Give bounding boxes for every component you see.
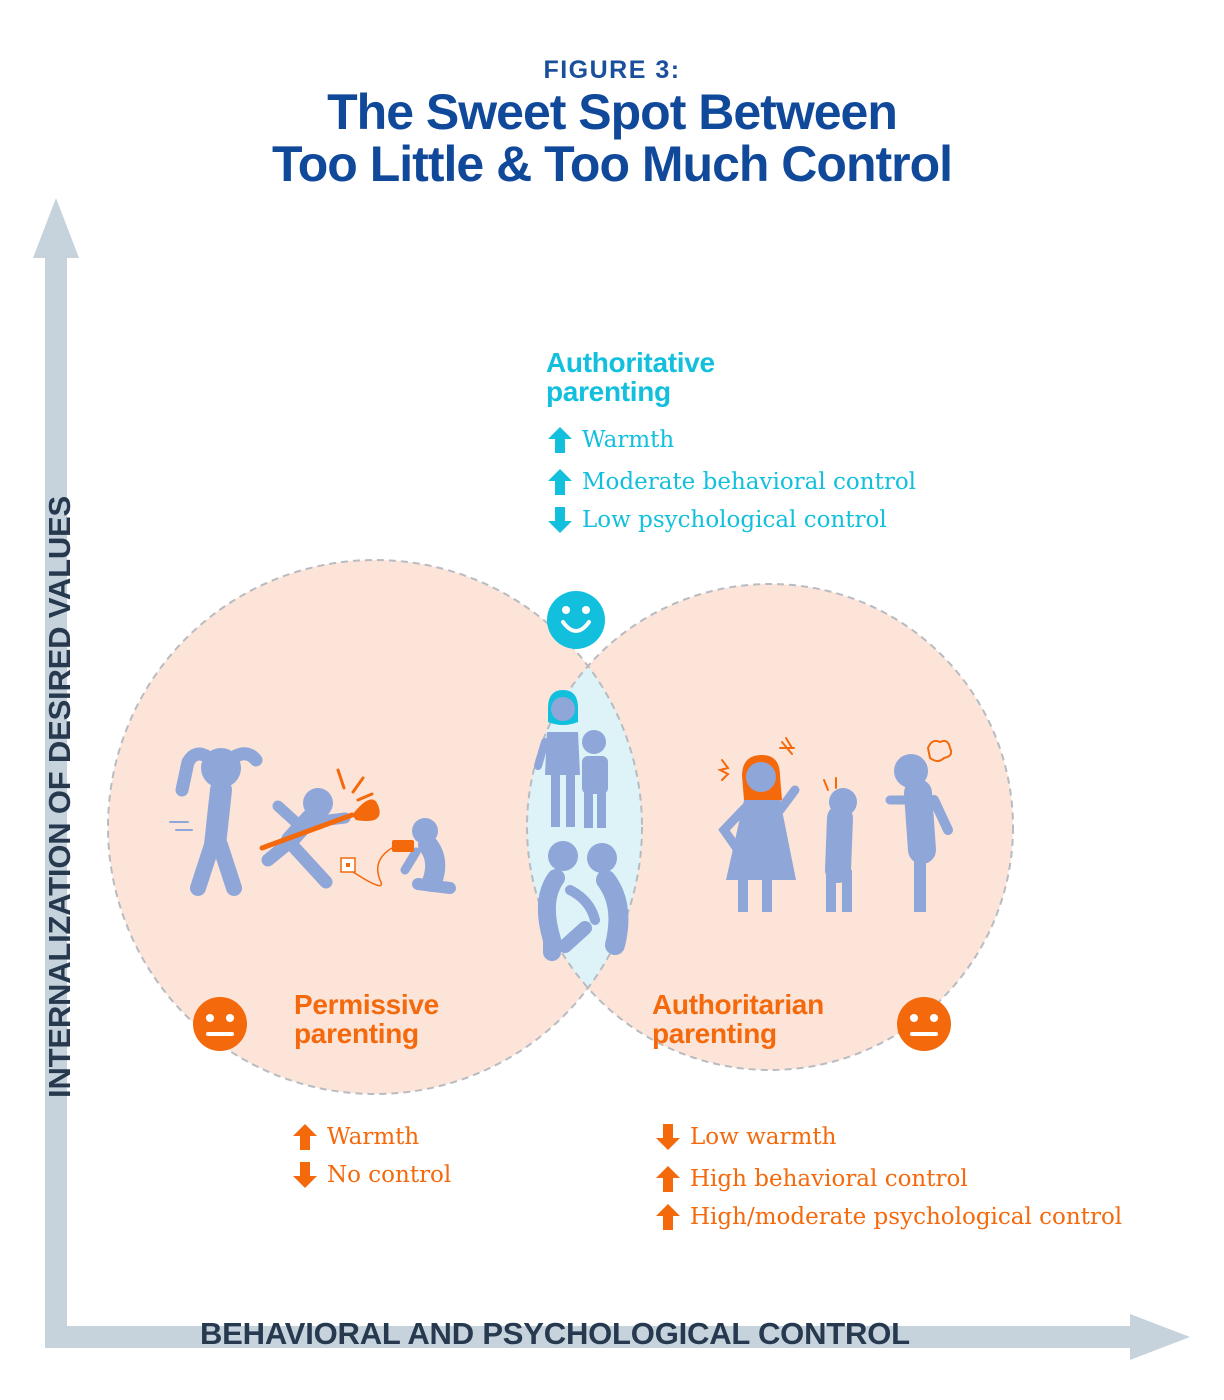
y-axis-line xyxy=(45,245,67,1348)
permissive-circle-outline xyxy=(107,559,643,1095)
permissive-heading-line-1: Permissive xyxy=(294,989,439,1020)
authoritarian-item-label: Low warmth xyxy=(690,1124,837,1150)
figure-title: The Sweet Spot Between Too Little & Too … xyxy=(0,86,1224,190)
authoritarian-heading-line-2: parenting xyxy=(652,1018,777,1049)
authoritative-item-behavioral-control: Moderate behavioral control xyxy=(548,467,916,497)
up-arrow-icon xyxy=(656,1204,680,1230)
authoritarian-item-psychological-control: High/moderate psychological control xyxy=(656,1202,1122,1232)
authoritarian-family-illustration xyxy=(717,737,953,912)
authoritative-item-psychological-control: Low psychological control xyxy=(548,505,916,535)
authoritative-heading-line-1: Authoritative xyxy=(546,347,715,378)
permissive-item-label: No control xyxy=(327,1162,452,1188)
up-arrow-icon xyxy=(656,1166,680,1192)
down-arrow-icon xyxy=(656,1124,680,1150)
authoritative-family-illustration xyxy=(534,690,629,961)
up-arrow-icon xyxy=(293,1124,317,1150)
x-axis-label: BEHAVIORAL AND PSYCHOLOGICAL CONTROL xyxy=(200,1316,910,1351)
permissive-list: Warmth No control xyxy=(293,1122,451,1190)
authoritative-heading-line-2: parenting xyxy=(546,376,671,407)
x-axis-line xyxy=(45,1326,1145,1348)
permissive-circle xyxy=(108,560,642,1094)
smiling-face-icon xyxy=(547,591,605,649)
authoritarian-circle-outline xyxy=(526,583,1014,1071)
title-line-2: Too Little & Too Much Control xyxy=(271,136,953,192)
authoritative-item-label: Low psychological control xyxy=(582,507,887,533)
down-arrow-icon xyxy=(293,1162,317,1188)
permissive-family-illustration xyxy=(169,747,456,896)
permissive-item-control: No control xyxy=(293,1160,451,1190)
authoritarian-item-label: High/moderate psychological control xyxy=(690,1204,1123,1230)
permissive-item-warmth: Warmth xyxy=(293,1122,451,1152)
y-axis-arrowhead xyxy=(33,198,79,258)
authoritarian-item-warmth: Low warmth xyxy=(656,1122,1122,1152)
authoritarian-neutral-face-icon xyxy=(897,997,951,1051)
authoritative-list: Warmth Moderate behavioral control Low p… xyxy=(548,425,916,535)
x-axis-arrowhead xyxy=(1130,1314,1190,1360)
authoritarian-heading: Authoritarian parenting xyxy=(652,990,824,1048)
authoritarian-heading-line-1: Authoritarian xyxy=(652,989,824,1020)
authoritative-item-label: Warmth xyxy=(582,427,675,453)
authoritarian-item-behavioral-control: High behavioral control xyxy=(656,1164,1122,1194)
permissive-heading-line-2: parenting xyxy=(294,1018,419,1049)
title-line-1: The Sweet Spot Between xyxy=(327,84,898,140)
axes xyxy=(33,198,1190,1360)
authoritarian-item-label: High behavioral control xyxy=(690,1166,968,1192)
authoritative-item-warmth: Warmth xyxy=(548,425,916,455)
authoritarian-list: Low warmth High behavioral control High/… xyxy=(656,1122,1122,1232)
figure-label: FIGURE 3: xyxy=(543,56,681,84)
y-axis-label: INTERNALIZATION OF DESIRED VALUES xyxy=(42,496,77,1098)
permissive-item-label: Warmth xyxy=(327,1124,420,1150)
permissive-heading: Permissive parenting xyxy=(294,990,439,1048)
up-arrow-icon xyxy=(548,427,572,453)
permissive-neutral-face-icon xyxy=(193,997,247,1051)
authoritative-item-label: Moderate behavioral control xyxy=(582,469,917,495)
down-arrow-icon xyxy=(548,507,572,533)
authoritative-heading: Authoritative parenting xyxy=(546,348,715,406)
up-arrow-icon xyxy=(548,469,572,495)
